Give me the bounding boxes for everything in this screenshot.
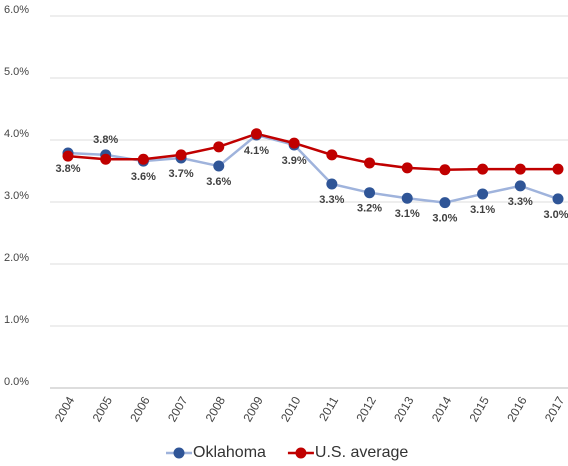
data-label: 3.1% [395, 208, 420, 220]
legend-marker [295, 447, 307, 459]
data-point [439, 164, 451, 176]
x-tick-label: 2014 [429, 394, 455, 424]
y-tick-label: 1.0% [4, 314, 29, 326]
legend-label: U.S. average [315, 444, 408, 461]
data-point [100, 153, 112, 165]
legend-label: Oklahoma [193, 444, 266, 461]
data-point [137, 153, 149, 165]
data-point [288, 137, 300, 149]
data-point [477, 188, 489, 200]
x-tick-label: 2007 [165, 394, 191, 424]
data-label: 3.3% [319, 194, 344, 206]
data-point [250, 128, 262, 140]
data-point [326, 149, 338, 161]
data-label: 3.8% [55, 163, 80, 175]
data-label: 3.7% [169, 168, 194, 180]
data-label: 3.8% [93, 134, 118, 146]
data-point [62, 150, 74, 162]
data-point [364, 187, 376, 199]
data-point [364, 157, 376, 169]
y-tick-label: 3.0% [4, 190, 29, 202]
data-label: 4.1% [244, 145, 269, 157]
data-point [552, 193, 564, 205]
data-label: 3.3% [508, 196, 533, 208]
data-point [514, 163, 526, 175]
x-tick-label: 2015 [466, 394, 492, 424]
series-line [67, 133, 559, 204]
data-point [213, 160, 225, 172]
x-tick-label: 2013 [391, 394, 417, 424]
x-tick-label: 2012 [353, 394, 379, 424]
data-label: 3.0% [543, 209, 568, 221]
data-label: 3.2% [357, 203, 382, 215]
x-tick-label: 2017 [542, 394, 568, 424]
y-tick-label: 4.0% [4, 128, 29, 140]
data-point [439, 197, 451, 209]
data-point [213, 141, 225, 153]
data-point [514, 180, 526, 192]
series-line [67, 132, 558, 172]
data-point [401, 162, 413, 174]
data-label: 3.1% [470, 204, 495, 216]
x-tick-label: 2016 [504, 394, 530, 424]
data-label: 3.9% [282, 155, 307, 167]
x-tick-label: 2006 [127, 394, 153, 424]
data-label: 3.6% [131, 171, 156, 183]
y-tick-label: 5.0% [4, 66, 29, 78]
y-tick-label: 0.0% [4, 376, 29, 388]
data-point [401, 192, 413, 204]
y-tick-label: 6.0% [4, 4, 29, 16]
data-label: 3.0% [432, 213, 457, 225]
x-tick-label: 2008 [203, 394, 229, 424]
data-point [477, 163, 489, 175]
x-tick-label: 2011 [316, 394, 341, 424]
legend-marker [173, 447, 185, 459]
x-tick-label: 2004 [52, 394, 78, 424]
data-point [326, 178, 338, 190]
x-tick-label: 2009 [240, 394, 266, 424]
data-point [175, 149, 187, 161]
y-tick-label: 2.0% [4, 252, 29, 264]
data-point [552, 163, 564, 175]
data-label: 3.6% [206, 176, 231, 188]
x-tick-label: 2010 [278, 394, 304, 424]
x-tick-label: 2005 [90, 394, 116, 424]
